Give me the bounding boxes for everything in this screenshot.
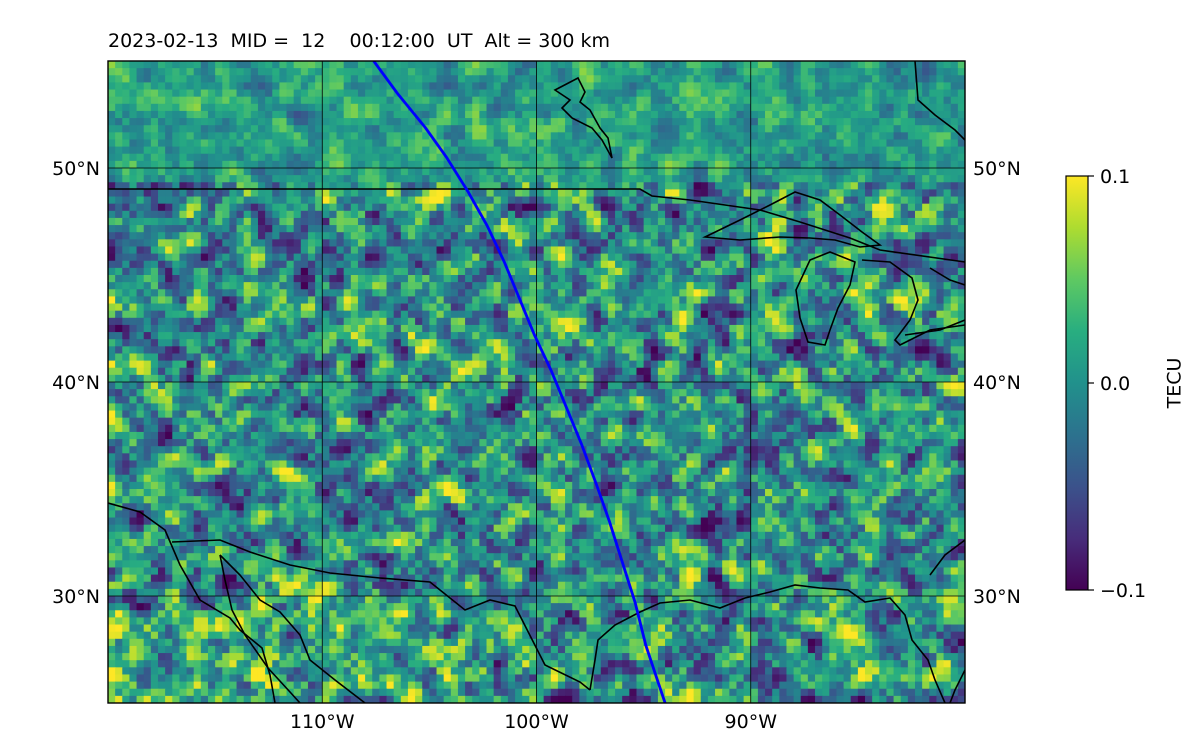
lat-tick-label: 30°N <box>52 586 100 608</box>
map-frame <box>107 60 966 704</box>
florida-west <box>949 669 965 703</box>
colorbar-label: TECU <box>1164 358 1186 410</box>
lake-erie <box>904 319 965 336</box>
lat-tick-label: 50°N <box>52 158 100 180</box>
lat-tick-label: 50°N <box>973 158 1021 180</box>
lake-winnipeg <box>553 76 613 159</box>
hudson-bay <box>914 61 965 141</box>
colorbar: 0.1 0.0 −0.1 TECU <box>1065 166 1186 602</box>
graticule <box>108 61 965 703</box>
lon-tick-label: 110°W <box>290 711 355 733</box>
gulf-california <box>219 554 301 703</box>
lake-huron <box>861 259 965 346</box>
plot-title: 2023-02-13 MID = 12 00:12:00 UT Alt = 30… <box>108 30 611 52</box>
lake-michigan <box>795 251 856 346</box>
colorbar-tick-label: 0.0 <box>1100 373 1130 395</box>
lon-tick-label: 100°W <box>504 711 569 733</box>
satellite-track <box>372 61 667 703</box>
lat-tick-labels: 50°N 50°N 40°N 40°N 30°N 30°N <box>52 158 1021 608</box>
lake-superior <box>702 191 883 248</box>
baja-california <box>219 554 366 703</box>
colorbar-gradient <box>1065 175 1089 591</box>
gulf-coast <box>589 584 946 703</box>
lon-tick-label: 90°W <box>725 711 778 733</box>
coastlines <box>108 61 965 703</box>
colorbar-tick-label: 0.1 <box>1100 166 1130 188</box>
lat-tick-label: 40°N <box>973 372 1021 394</box>
florida-coast <box>929 539 965 576</box>
lat-tick-label: 40°N <box>52 372 100 394</box>
pacific-coast <box>108 502 276 703</box>
eastern-coast <box>929 267 965 286</box>
lon-tick-labels: 110°W 100°W 90°W <box>290 711 777 733</box>
us-mexico-border <box>171 539 591 691</box>
colorbar-ticks: 0.1 0.0 −0.1 <box>1088 166 1146 602</box>
lat-tick-label: 30°N <box>973 586 1021 608</box>
colorbar-tick-label: −0.1 <box>1100 580 1146 602</box>
